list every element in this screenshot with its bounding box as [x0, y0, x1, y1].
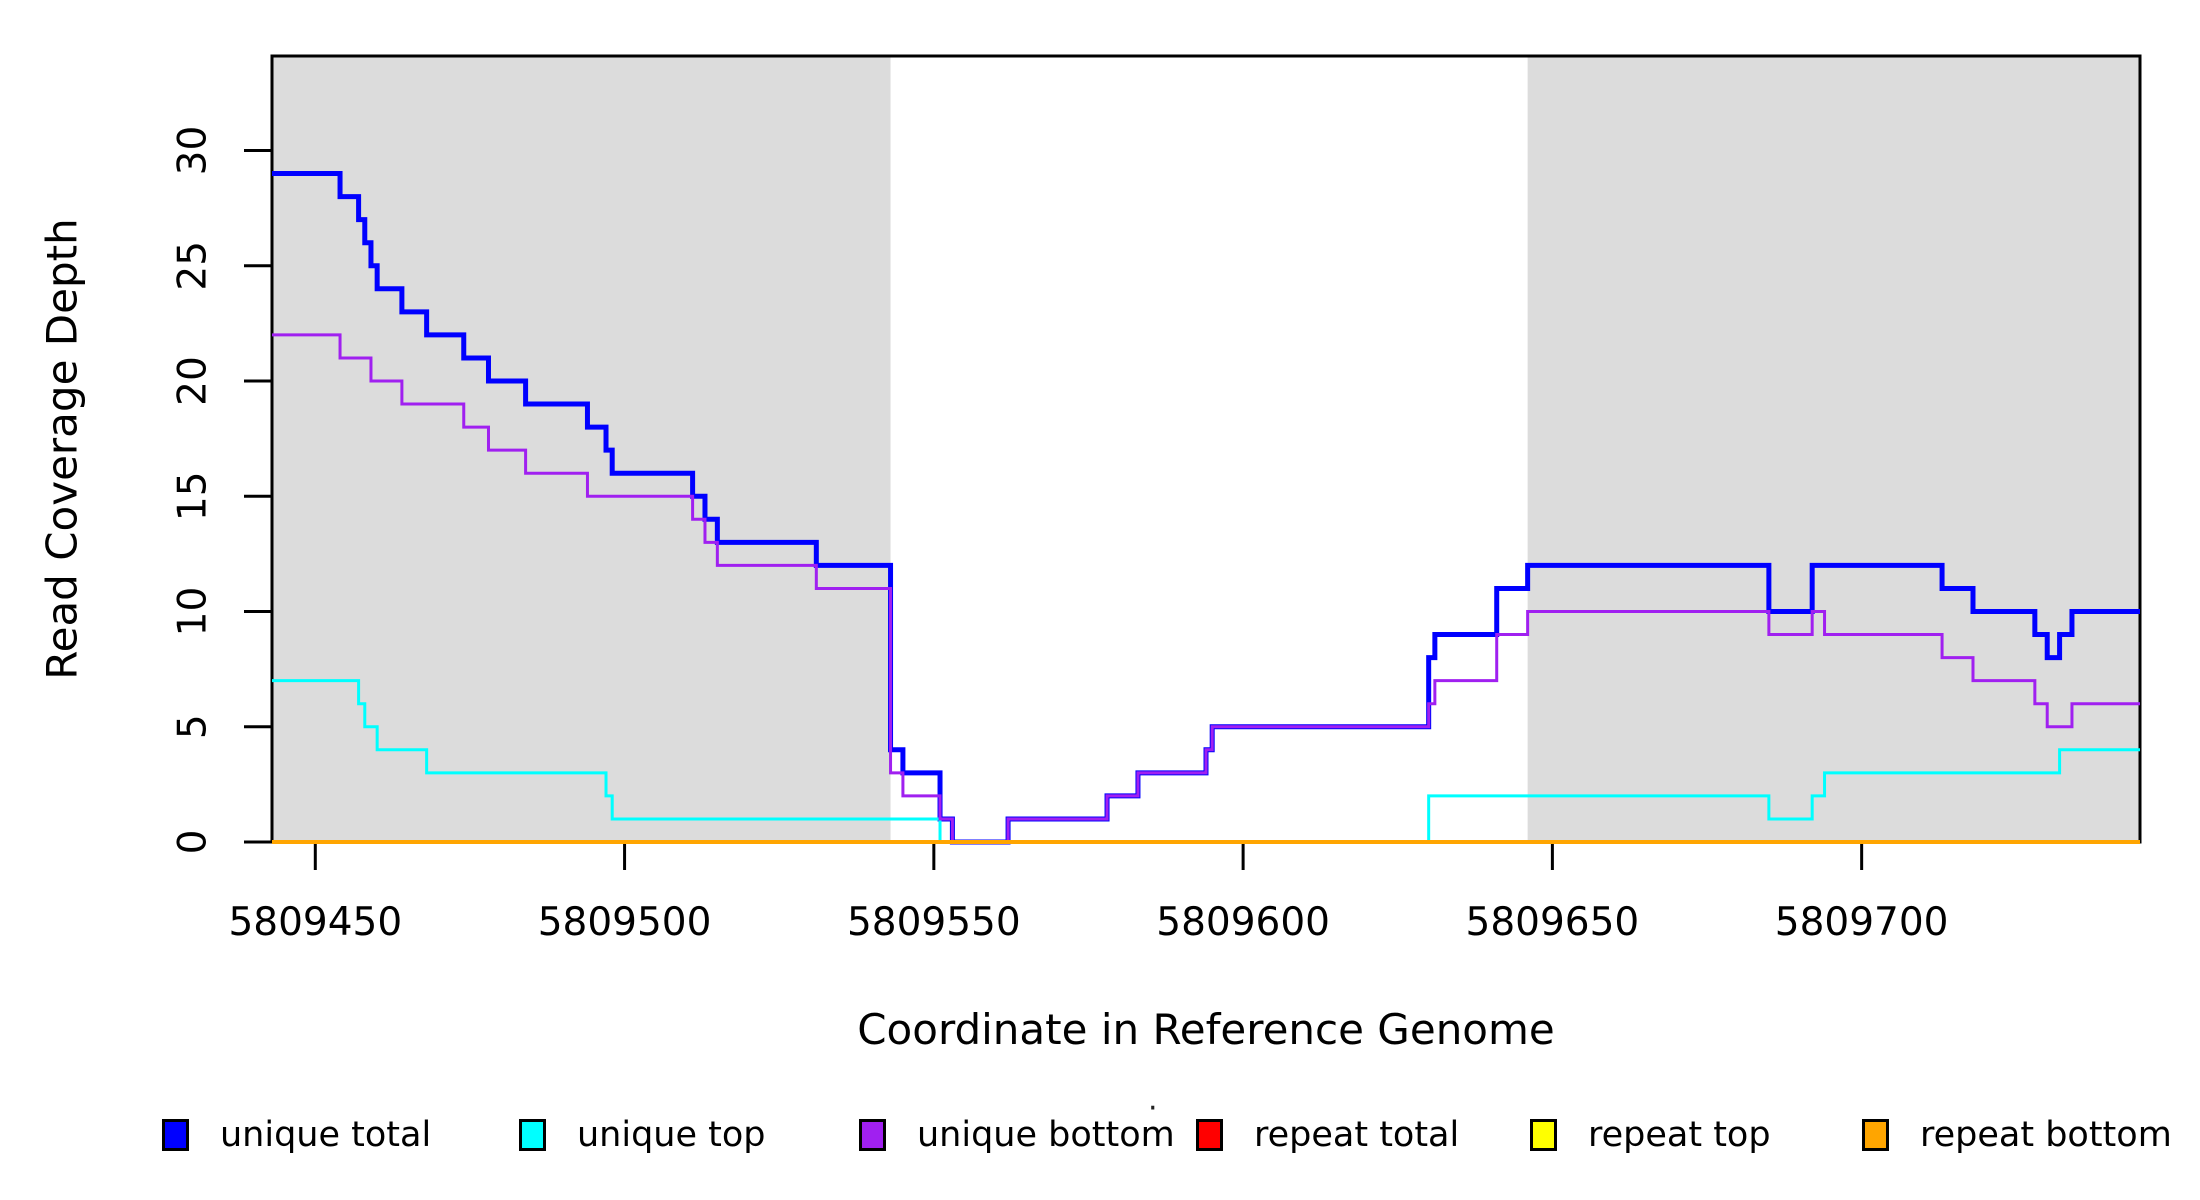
x-tick-label: 5809450 — [228, 900, 402, 945]
legend-item-unique-total: unique total — [162, 1108, 431, 1162]
legend-item-unique-bottom: unique bottom — [859, 1108, 1175, 1162]
stray-mark: · — [1148, 1091, 1158, 1126]
legend-label: unique bottom — [917, 1115, 1175, 1155]
x-tick-label: 5809700 — [1775, 900, 1949, 945]
legend-item-repeat-top: repeat top — [1530, 1108, 1771, 1162]
repeat-region-shading — [272, 56, 891, 842]
legend-item-repeat-total: repeat total — [1196, 1108, 1459, 1162]
x-axis-title: Coordinate in Reference Genome — [857, 1005, 1555, 1054]
legend-label: unique total — [220, 1115, 432, 1155]
legend-swatch-unique-total — [162, 1119, 189, 1151]
y-tick-label: 10 — [171, 587, 216, 637]
x-tick-label: 5809650 — [1466, 900, 1640, 945]
legend-label: repeat bottom — [1920, 1115, 2172, 1155]
repeat-region-shading — [1527, 56, 2140, 842]
y-tick-label: 20 — [171, 356, 216, 406]
legend-item-unique-top: unique top — [519, 1108, 766, 1162]
series-line-unique-top — [272, 679, 2140, 844]
y-tick-label: 5 — [171, 714, 216, 739]
legend-label: unique top — [577, 1115, 766, 1155]
legend-item-repeat-bottom: repeat bottom — [1862, 1108, 2172, 1162]
x-tick-label: 5809600 — [1156, 900, 1330, 945]
y-axis-title: Read Coverage Depth — [37, 218, 87, 680]
legend-label: repeat total — [1254, 1115, 1460, 1155]
x-tick-label: 5809550 — [847, 900, 1021, 945]
x-tick-label: 5809500 — [538, 900, 712, 945]
y-tick-label: 30 — [171, 126, 216, 176]
legend-swatch-unique-top — [519, 1119, 546, 1151]
legend-swatch-repeat-top — [1530, 1119, 1557, 1151]
legend-swatch-repeat-bottom — [1862, 1119, 1889, 1151]
y-tick-label: 25 — [171, 241, 216, 291]
y-tick-label: 0 — [171, 830, 216, 855]
y-tick-label: 15 — [171, 471, 216, 521]
legend-label: repeat top — [1588, 1115, 1771, 1155]
legend: unique total unique top unique bottom repea… — [0, 1108, 2200, 1162]
legend-swatch-unique-bottom — [859, 1119, 886, 1151]
legend-swatch-repeat-total — [1196, 1119, 1223, 1151]
series-line-unique-bottom — [272, 333, 2140, 844]
series-line-unique-total — [272, 171, 2140, 845]
